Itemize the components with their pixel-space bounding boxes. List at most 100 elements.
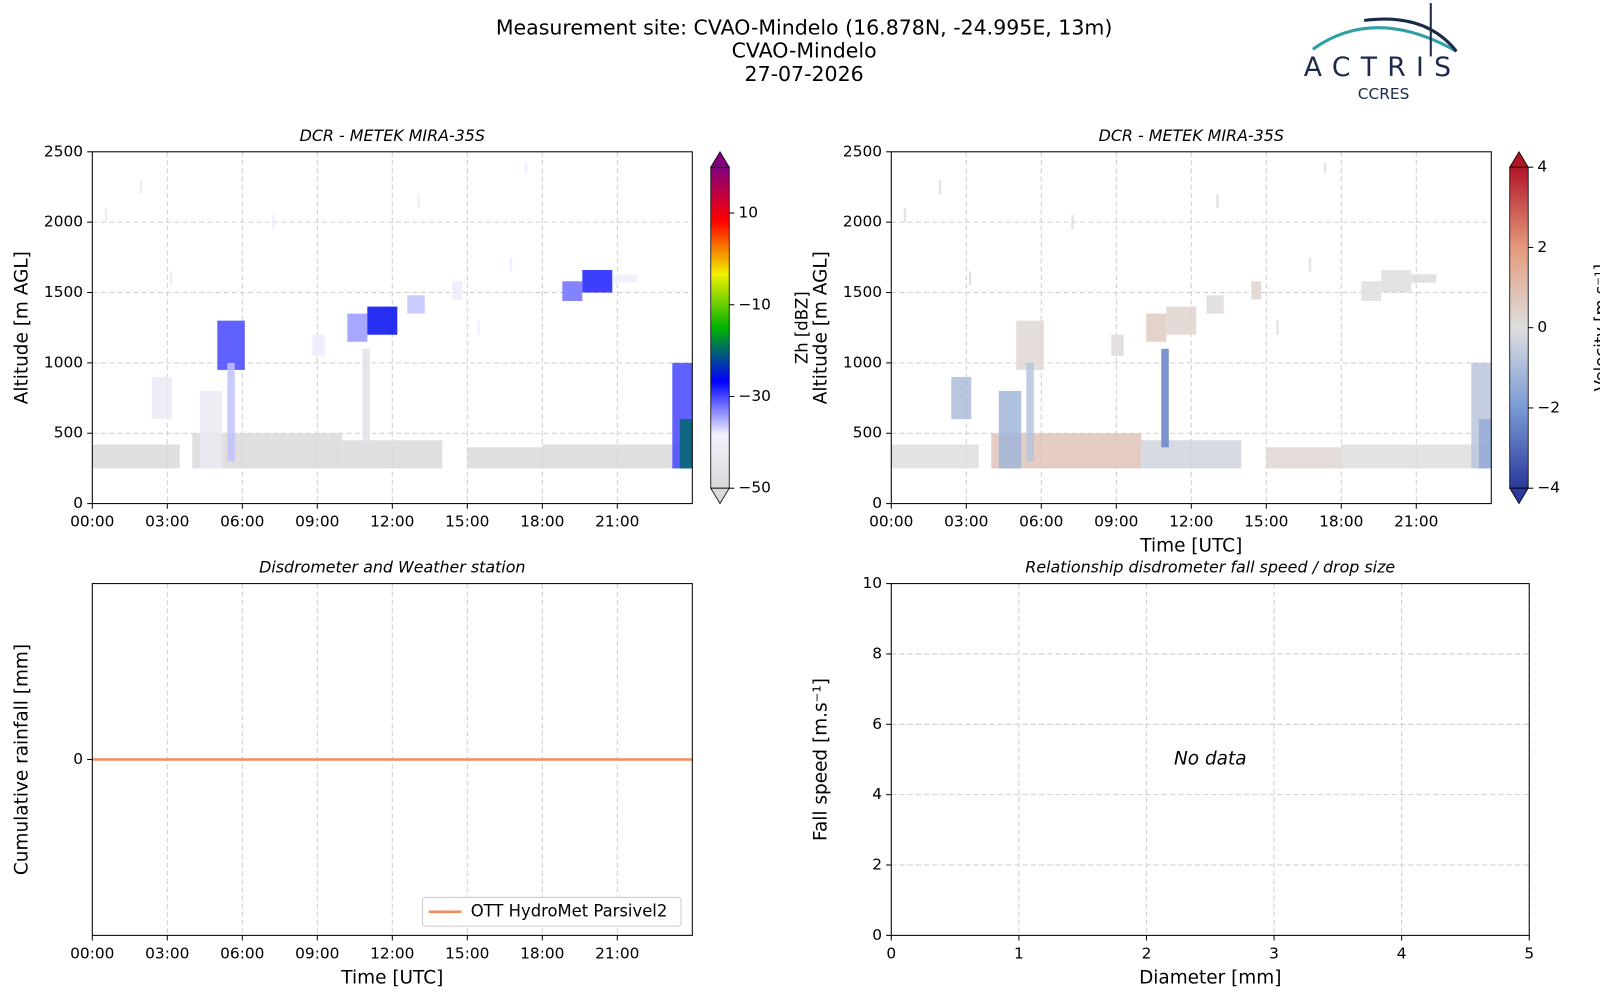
cell [1411, 274, 1437, 283]
cell [968, 271, 972, 286]
y-tick-label: 0 [872, 926, 882, 944]
cell [1276, 320, 1279, 335]
x-tick-label: 21:00 [595, 944, 639, 962]
x-tick-label: 5 [1524, 944, 1534, 962]
cell [1251, 281, 1262, 300]
cell [452, 281, 463, 300]
cell [342, 440, 443, 469]
colorbar-tick-label: 2 [1537, 238, 1547, 256]
cell [227, 362, 235, 462]
x-tick-label: 4 [1397, 944, 1407, 962]
cell [272, 215, 275, 230]
cell [1161, 348, 1169, 448]
logo-arc [1311, 26, 1458, 53]
colorbar-extend-top [1509, 150, 1529, 168]
x-tick-label: 1 [1014, 944, 1024, 962]
x-tick-label: 03:00 [145, 944, 189, 962]
y-tick-label: 6 [872, 715, 882, 733]
cell [679, 419, 693, 469]
x-tick-label: 2 [1142, 944, 1152, 962]
logo-subtext: CCRES [1358, 85, 1410, 103]
cell [542, 444, 693, 469]
cell [1323, 163, 1327, 173]
x-tick-label: 0 [886, 944, 896, 962]
cell [477, 320, 480, 335]
x-axis-label: Time [UTC] [340, 967, 443, 988]
cell [998, 391, 1022, 469]
cell [903, 208, 907, 223]
cell [612, 274, 638, 283]
cell [92, 444, 180, 469]
colorbar-extend-top [710, 150, 730, 168]
y-tick-label: 2000 [843, 213, 882, 231]
colorbar-label: Zh [dBZ] [793, 291, 812, 364]
cell [467, 447, 543, 469]
y-axis-label: Cumulative rainfall [mm] [12, 644, 33, 875]
cell [367, 306, 398, 335]
cell [951, 376, 972, 420]
y-axis-label: Altitude [m AGL] [12, 251, 33, 404]
y-tick-label: 0 [872, 494, 882, 512]
cell [312, 334, 325, 356]
header-date: 27-07-2026 [745, 62, 864, 86]
x-tick-label: 18:00 [520, 513, 564, 531]
cell [1026, 362, 1034, 462]
y-tick-label: 4 [872, 785, 882, 803]
y-tick-label: 2 [872, 856, 882, 874]
x-axis-label: Diameter [mm] [1139, 967, 1281, 988]
chart-title: Relationship disdrometer fall speed / dr… [1025, 558, 1395, 577]
cell [139, 179, 143, 195]
x-tick-label: 00:00 [869, 513, 913, 531]
cell [1141, 440, 1242, 469]
colorbar-extend-bottom [710, 487, 730, 505]
cell [1266, 447, 1342, 469]
x-tick-label: 09:00 [295, 513, 339, 531]
colorbar-tick-label: −50 [738, 479, 770, 497]
cell [562, 281, 583, 301]
x-tick-label: 15:00 [1244, 513, 1288, 531]
cell [1341, 444, 1492, 469]
cell [1478, 419, 1492, 469]
cell [417, 194, 420, 209]
cell [104, 208, 108, 223]
colorbar-tick-label: −4 [1537, 479, 1560, 497]
cell [1308, 257, 1312, 272]
axes-frame [91, 583, 693, 936]
x-tick-label: 15:00 [445, 513, 489, 531]
cell [362, 348, 370, 448]
colorbar-tick-label: −10 [738, 295, 770, 313]
annotation: No data [1174, 748, 1247, 769]
y-tick-label: 1500 [843, 283, 882, 301]
logo-arc-dark [1363, 17, 1458, 53]
x-tick-label: 15:00 [445, 944, 489, 962]
cell [1146, 313, 1167, 342]
logo: ACTRIS CCRES [1304, 3, 1458, 103]
chart-title: DCR - METEK MIRA-35S [1099, 126, 1284, 145]
y-tick-label: 2500 [843, 142, 882, 160]
y-tick-label: 2500 [44, 142, 83, 160]
x-tick-label: 21:00 [595, 513, 639, 531]
x-tick-label: 12:00 [370, 944, 414, 962]
colorbar-tick-label: 10 [738, 204, 758, 222]
plot-area [891, 583, 1530, 936]
cell [938, 179, 942, 195]
x-tick-label: 18:00 [1319, 513, 1363, 531]
cell [524, 163, 528, 173]
axes-frame [890, 583, 1530, 936]
y-tick-label: 10 [862, 574, 882, 592]
x-tick-label: 21:00 [1394, 513, 1438, 531]
cell [891, 444, 979, 469]
y-tick-label: 0 [73, 494, 83, 512]
cell [509, 257, 513, 272]
x-tick-label: 00:00 [70, 513, 114, 531]
chart-title: Disdrometer and Weather station [259, 558, 525, 577]
y-tick-label: 500 [853, 424, 882, 442]
legend-label: OTT HydroMet Parsivel2 [471, 901, 668, 920]
cell [1016, 320, 1044, 370]
x-tick-label: 06:00 [220, 944, 264, 962]
cell [217, 320, 245, 370]
cell [1071, 215, 1074, 230]
y-tick-label: 1000 [843, 353, 882, 371]
legend-box [422, 896, 682, 927]
